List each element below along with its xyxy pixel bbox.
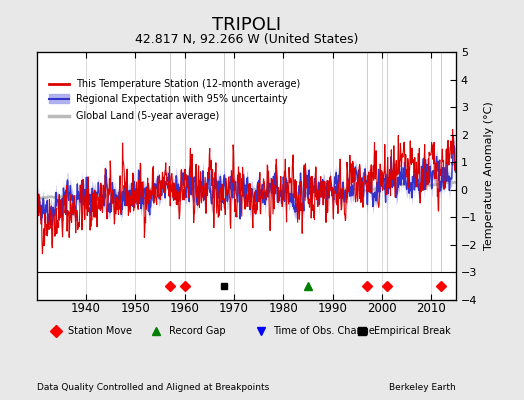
Text: TRIPOLI: TRIPOLI (212, 16, 281, 34)
Text: 42.817 N, 92.266 W (United States): 42.817 N, 92.266 W (United States) (135, 33, 358, 46)
Text: Berkeley Earth: Berkeley Earth (389, 383, 456, 392)
Text: Empirical Break: Empirical Break (374, 326, 451, 336)
Text: 1990: 1990 (318, 302, 347, 315)
Y-axis label: Temperature Anomaly (°C): Temperature Anomaly (°C) (484, 102, 494, 250)
Text: Global Land (5-year average): Global Land (5-year average) (76, 111, 219, 121)
Text: 1950: 1950 (121, 302, 150, 315)
Text: 1970: 1970 (219, 302, 249, 315)
Text: 1960: 1960 (170, 302, 200, 315)
Text: 2000: 2000 (367, 302, 397, 315)
Text: 1980: 1980 (268, 302, 298, 315)
Text: Data Quality Controlled and Aligned at Breakpoints: Data Quality Controlled and Aligned at B… (37, 383, 269, 392)
Text: Station Move: Station Move (68, 326, 132, 336)
Text: Record Gap: Record Gap (169, 326, 225, 336)
Text: This Temperature Station (12-month average): This Temperature Station (12-month avera… (76, 79, 300, 89)
Text: Regional Expectation with 95% uncertainty: Regional Expectation with 95% uncertaint… (76, 94, 288, 104)
Text: 2010: 2010 (417, 302, 446, 315)
Text: Time of Obs. Change: Time of Obs. Change (274, 326, 375, 336)
Text: 1940: 1940 (71, 302, 101, 315)
